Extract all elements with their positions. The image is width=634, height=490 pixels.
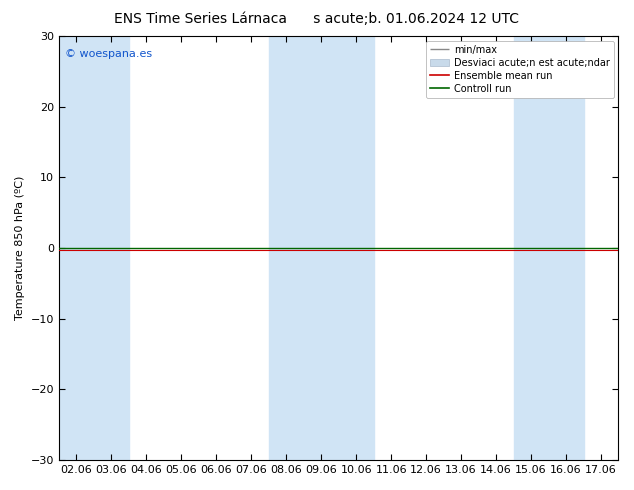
Bar — [59, 36, 129, 460]
Bar — [514, 36, 583, 460]
Y-axis label: Temperature 850 hPa (ºC): Temperature 850 hPa (ºC) — [15, 176, 25, 320]
Bar — [269, 36, 373, 460]
Text: ENS Time Series Lárnaca      s acute;b. 01.06.2024 12 UTC: ENS Time Series Lárnaca s acute;b. 01.06… — [115, 12, 519, 26]
Text: © woespana.es: © woespana.es — [65, 49, 152, 59]
Legend: min/max, Desviaci acute;n est acute;ndar, Ensemble mean run, Controll run: min/max, Desviaci acute;n est acute;ndar… — [425, 41, 614, 98]
